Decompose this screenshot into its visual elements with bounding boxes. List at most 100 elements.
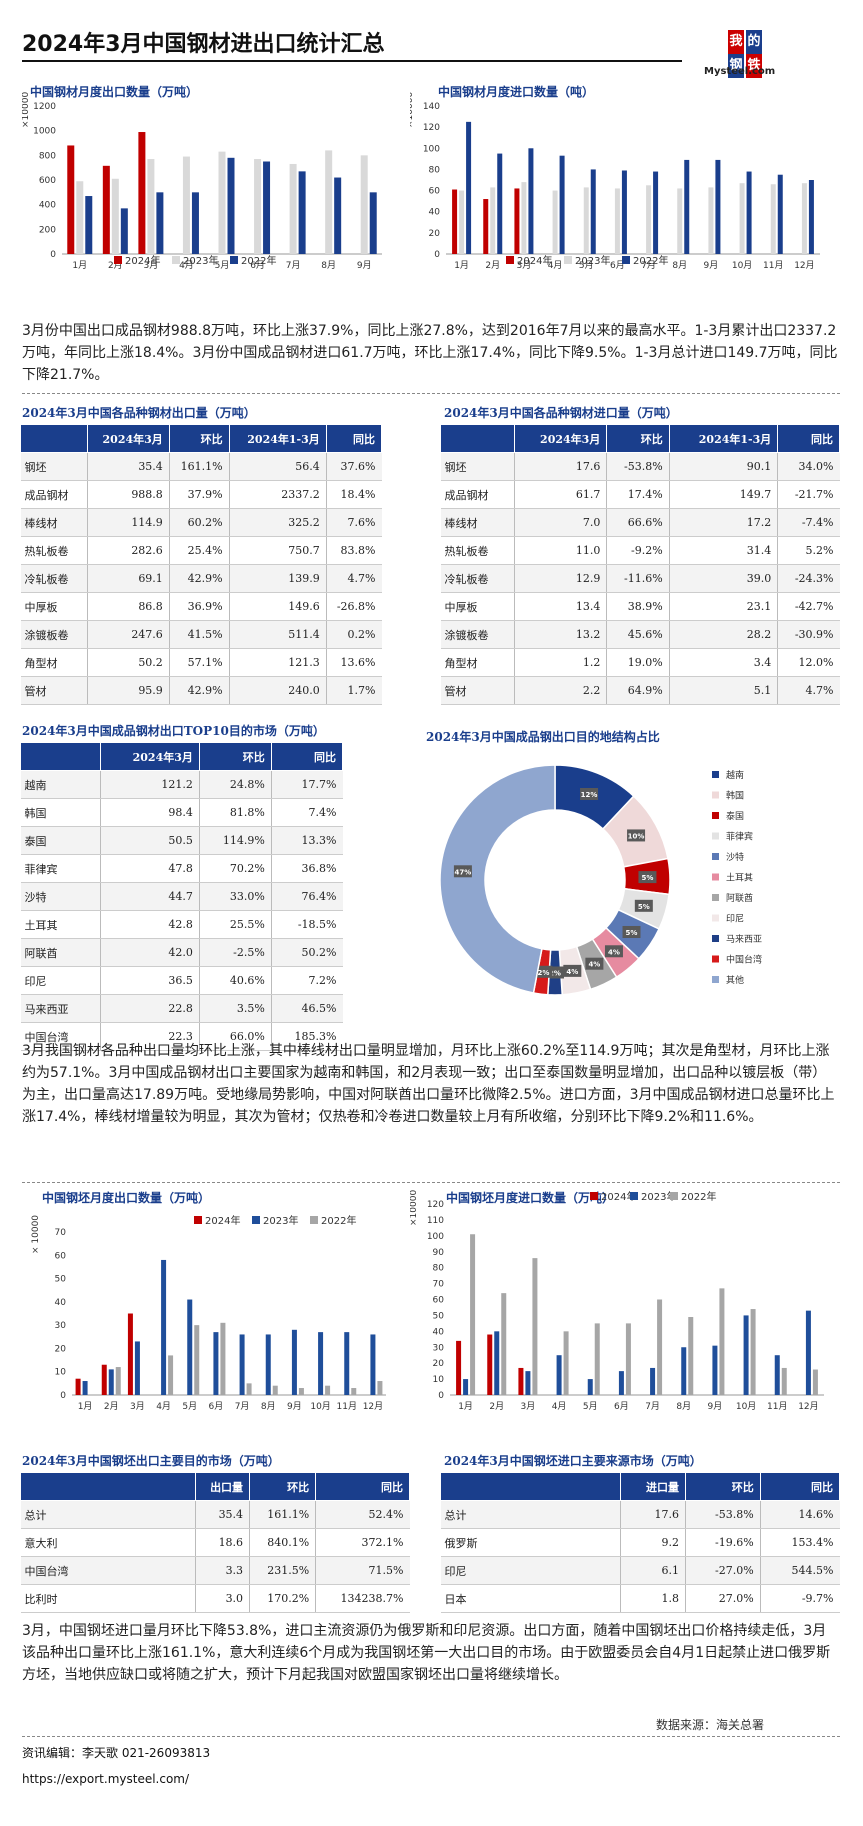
bar [325, 150, 333, 254]
y-tick-label: 400 [39, 201, 56, 211]
legend-label: 土耳其 [726, 872, 753, 884]
table-cell: 17.4% [606, 480, 670, 509]
summary-paragraph-3: 3月，中国钢坯进口量月环比下降53.8%，进口主流资源仍为俄罗斯和印尼资源。出口… [22, 1623, 831, 1683]
bar [291, 1329, 297, 1395]
slice-label-bg [638, 871, 657, 884]
slice-label-bg [453, 865, 472, 878]
bar [156, 192, 164, 254]
bar [808, 180, 814, 254]
bar [463, 1379, 469, 1395]
x-tick-label: 3月 [521, 1401, 536, 1412]
bar [657, 1299, 663, 1395]
table-cell: 37.6% [326, 452, 382, 481]
legend-swatch [564, 256, 572, 264]
table-cell: 231.5% [249, 1556, 317, 1585]
bar [318, 1332, 324, 1395]
bar [590, 169, 596, 254]
bar [621, 170, 627, 254]
column-header: 环比 [168, 424, 230, 453]
legend-swatch [712, 771, 719, 778]
footer-url[interactable]: https://export.mysteel.com/ [22, 1772, 190, 1786]
table-cell: 成品钢材 [20, 480, 88, 509]
column-header: 环比 [249, 1472, 317, 1501]
table-cell: 149.6 [229, 592, 327, 621]
legend-swatch [172, 256, 180, 264]
table-title-export-by-type: 2024年3月中国各品种钢材出口量（万吨） [22, 406, 256, 420]
column-header [19, 742, 102, 771]
table-header-row: 2024年3月 环比 2024年1-3月 同比 [439, 424, 840, 453]
table-cell: -30.9% [777, 620, 840, 649]
slice-label: 4% [588, 961, 600, 969]
bar [708, 187, 714, 254]
table-row: 阿联酋 42.0 -2.5% 50.2% [20, 938, 343, 967]
table-cell: 3.5% [199, 994, 272, 1023]
table-cell: 161.1% [249, 1500, 317, 1529]
legend-label: 2024年 [125, 254, 160, 267]
table-cell: 240.0 [229, 676, 327, 705]
table-row: 中厚板 13.4 38.9% 23.1 -42.7% [440, 592, 840, 621]
table-row: 冷轧板卷 12.9 -11.6% 39.0 -24.3% [440, 564, 840, 593]
table-row: 中国台湾 3.3 231.5% 71.5% [20, 1556, 410, 1585]
table-cell: 149.7 [669, 480, 779, 509]
table-row: 沙特 44.7 33.0% 76.4% [20, 882, 343, 911]
y-unit-label: × 10000 [31, 1215, 41, 1254]
bar [781, 1367, 787, 1395]
table-row: 棒线材 7.0 66.6% 17.2 -7.4% [440, 508, 840, 537]
column-header: 2024年3月 [514, 424, 608, 453]
legend-label: 2022年 [633, 254, 668, 267]
bar [452, 189, 458, 254]
table-cell: 泰国 [20, 826, 102, 855]
y-tick-label: 800 [39, 151, 56, 161]
table-cell: 总计 [20, 1500, 197, 1529]
bar [120, 208, 128, 254]
bar [490, 187, 496, 254]
table-cell: 25.5% [199, 910, 272, 939]
table-cell: 棒线材 [20, 508, 88, 537]
legend-label: 2022年 [681, 1190, 716, 1203]
mysteel-logo[interactable]: 我的 钢铁 [728, 30, 788, 78]
x-tick-label: 7月 [286, 260, 301, 271]
table-cell: 170.2% [249, 1584, 317, 1613]
table-cell: 5.1 [669, 676, 779, 705]
column-header [440, 1472, 621, 1501]
x-tick-label: 2月 [489, 1401, 504, 1412]
table-cell: 27.0% [685, 1584, 761, 1613]
column-header: 环比 [606, 424, 670, 453]
table-cell: 土耳其 [20, 910, 102, 939]
table-cell: 98.4 [100, 798, 200, 827]
table-cell: 247.6 [87, 620, 170, 649]
bar [101, 1364, 107, 1395]
x-tick-label: 5月 [182, 1401, 197, 1412]
bar [227, 157, 235, 254]
table-cell: 35.4 [195, 1500, 251, 1529]
x-tick-label: 6月 [614, 1401, 629, 1412]
table-row: 角型材 50.2 57.1% 121.3 13.6% [20, 648, 382, 677]
bar [684, 159, 690, 254]
slice-label: 2% [549, 970, 561, 978]
table-cell: 18.4% [326, 480, 382, 509]
bar [298, 1388, 304, 1395]
y-tick-label: 0 [438, 1391, 444, 1401]
bar [583, 187, 589, 254]
bar [653, 171, 659, 254]
table-cell: 69.1 [87, 564, 170, 593]
slice-label-bg [563, 964, 582, 977]
x-tick-label: 12月 [794, 260, 814, 271]
legend-label: 2023年 [183, 254, 218, 267]
bar [182, 156, 190, 254]
x-tick-label: 11月 [763, 260, 783, 271]
bar [82, 1381, 88, 1395]
bar [618, 1371, 624, 1395]
table-header-row: 进口量 环比 同比 [440, 1472, 841, 1501]
table-cell: 57.1% [169, 648, 230, 677]
slice-label-bg [534, 965, 553, 978]
chart-billet-export-monthly: 中国钢坯月度出口数量（万吨）× 10000 0 10 20 30 40 50 60 70 1月 2月… [31, 1190, 386, 1412]
y-unit-label: ×10000 [410, 1190, 419, 1226]
table-cell: 4.7% [326, 564, 382, 593]
table-row: 中厚板 86.8 36.9% 149.6 -26.8% [20, 592, 382, 621]
table-row: 日本 1.8 27.0% -9.7% [440, 1584, 840, 1613]
table-cell: 28.2 [669, 620, 779, 649]
table-cell: 36.9% [169, 592, 230, 621]
bar [650, 1367, 656, 1395]
table-cell: 19.0% [606, 648, 670, 677]
